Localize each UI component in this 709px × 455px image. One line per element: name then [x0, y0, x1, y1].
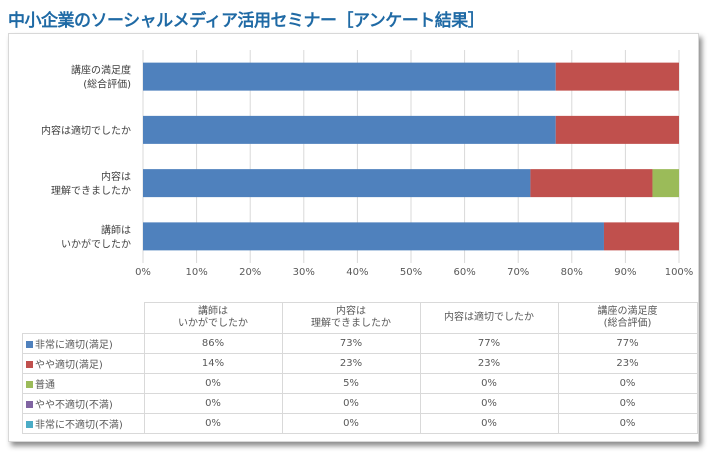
bar-segment — [555, 62, 679, 91]
table-cell: 23% — [281, 353, 421, 374]
bar-segment — [555, 115, 679, 144]
legend-swatch-icon — [26, 401, 33, 408]
bar-segment — [143, 115, 556, 144]
table-header-line: 講座の満足度 (総合評価) — [597, 306, 658, 329]
category-label: 内容は適切でしたか — [41, 124, 131, 137]
table-cell: 23% — [419, 353, 559, 374]
legend-entry: やや不適切(不満) — [22, 393, 145, 414]
table-cell: 77% — [419, 333, 559, 354]
x-tick-label: 60% — [453, 267, 475, 278]
table-row: やや適切(満足) 14% 23% 23% 23% — [22, 353, 698, 374]
table-cell: 0% — [281, 413, 421, 434]
table-cell: 0% — [419, 393, 559, 414]
table-cell: 0% — [557, 373, 698, 394]
table-corner — [22, 302, 145, 334]
table-cell: 5% — [281, 373, 421, 394]
legend-swatch-icon — [26, 341, 33, 348]
legend-swatch-icon — [26, 381, 33, 388]
category-label: 理解できましたか — [51, 184, 131, 197]
x-tick-label: 30% — [293, 267, 315, 278]
x-tick-label: 100% — [665, 267, 694, 278]
bar-segment — [143, 222, 604, 251]
table-row: 非常に適切(満足) 86% 73% 77% 77% — [22, 333, 698, 354]
chart-title: 中小企業のソーシャルメディア活用セミナー［アンケート結果］ — [8, 11, 485, 31]
table-cell: 0% — [143, 393, 283, 414]
table-cell: 0% — [281, 393, 421, 414]
x-tick-label: 0% — [135, 267, 151, 278]
category-label: 講座の満足度 — [71, 64, 131, 77]
table-header: 講師は いかがでしたか — [143, 302, 283, 334]
table-cell: 0% — [143, 373, 283, 394]
x-tick-label: 50% — [400, 267, 422, 278]
table-cell: 86% — [143, 333, 283, 354]
x-tick-label: 70% — [507, 267, 529, 278]
legend-label: 非常に不適切(不満) — [35, 420, 123, 431]
bar-segment — [143, 169, 531, 198]
legend-label: 普通 — [35, 380, 55, 391]
x-tick-label: 20% — [239, 267, 261, 278]
table-row: 非常に不適切(不満) 0% 0% 0% 0% — [22, 413, 698, 434]
bar-segment — [652, 169, 679, 198]
legend-entry: 非常に適切(満足) — [22, 333, 145, 354]
table-header-line: 内容は 理解できましたか — [311, 306, 391, 329]
legend-swatch-icon — [26, 421, 33, 428]
table-cell: 0% — [557, 413, 698, 434]
table-cell: 23% — [557, 353, 698, 374]
bar-segment — [143, 62, 556, 91]
category-label: (総合評価) — [83, 78, 131, 91]
bar-segment — [603, 222, 679, 251]
table-header-line: 講師は いかがでしたか — [178, 306, 248, 329]
table-header: 内容は 理解できましたか — [281, 302, 421, 334]
table-cell: 0% — [419, 373, 559, 394]
table-row: やや不適切(不満) 0% 0% 0% 0% — [22, 393, 698, 414]
data-table: 講師は いかがでしたか 内容は 理解できましたか 内容は適切でしたか 講座の満足度 (総合評… — [22, 302, 698, 434]
legend-swatch-icon — [26, 361, 33, 368]
legend-label: やや不適切(不満) — [35, 400, 113, 411]
x-tick-label: 90% — [614, 267, 636, 278]
table-cell: 77% — [557, 333, 698, 354]
legend-entry: 普通 — [22, 373, 145, 394]
table-cell: 0% — [557, 393, 698, 414]
legend-entry: 非常に不適切(不満) — [22, 413, 145, 434]
table-header-line: 内容は適切でしたか — [444, 312, 534, 323]
legend-label: やや適切(満足) — [35, 360, 103, 371]
category-label: いかがでしたか — [61, 237, 131, 250]
category-label: 内容は — [101, 170, 131, 183]
table-cell: 73% — [281, 333, 421, 354]
x-tick-label: 40% — [346, 267, 368, 278]
table-row: 普通 0% 5% 0% 0% — [22, 373, 698, 394]
legend-entry: やや適切(満足) — [22, 353, 145, 374]
table-header: 講座の満足度 (総合評価) — [557, 302, 698, 334]
x-tick-label: 80% — [561, 267, 583, 278]
bar-segment — [530, 169, 653, 198]
table-cell: 0% — [143, 413, 283, 434]
table-header: 内容は適切でしたか — [419, 302, 559, 334]
category-label: 講師は — [101, 223, 131, 236]
table-cell: 14% — [143, 353, 283, 374]
legend-label: 非常に適切(満足) — [35, 340, 113, 351]
x-tick-label: 10% — [185, 267, 207, 278]
table-cell: 0% — [419, 413, 559, 434]
